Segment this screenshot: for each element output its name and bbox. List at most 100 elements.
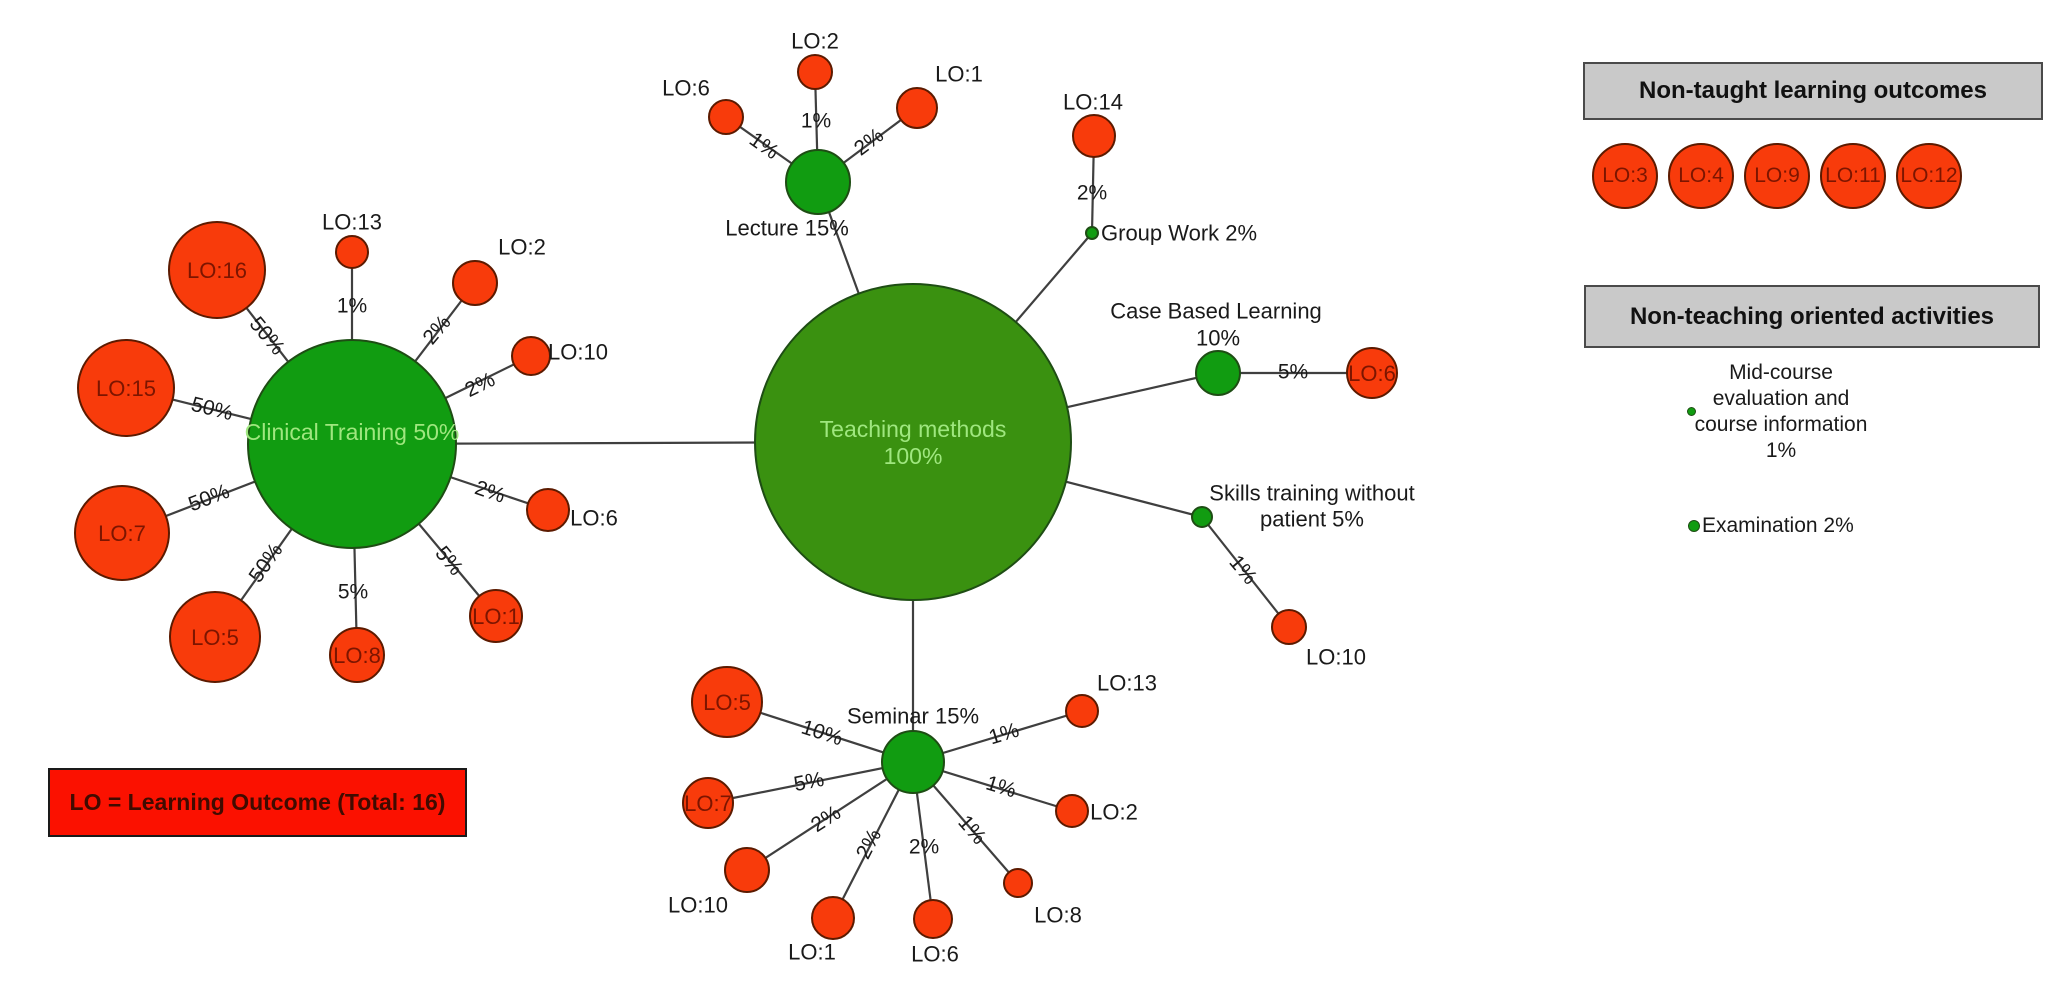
- label-seminar: Seminar 15%: [847, 704, 979, 729]
- non-taught-lo-circle: LO:11: [1820, 143, 1886, 209]
- node-c10: [511, 336, 551, 376]
- node-se10: [724, 847, 770, 893]
- node-clinical: [247, 339, 457, 549]
- examination-label: Examination 2%: [1702, 514, 1854, 537]
- midcourse-dot-icon: [1687, 407, 1696, 416]
- node-se13: [1065, 694, 1099, 728]
- node-label-c16: LO:16: [187, 258, 247, 283]
- node-c15: [77, 339, 175, 437]
- non-teaching-header: Non-teaching oriented activities: [1584, 285, 2040, 348]
- edge-label-seminar-se8: 1%: [953, 811, 990, 849]
- non-taught-lo-circle: LO:12: [1896, 143, 1962, 209]
- node-c7: [74, 485, 170, 581]
- examination-item: Examination 2%: [1688, 514, 1854, 538]
- edge-label-clinical-c16: 50%: [245, 313, 290, 360]
- edge-label-seminar-se1: 2%: [852, 825, 886, 862]
- node-l2: [797, 54, 833, 90]
- node-seminar: [881, 730, 945, 794]
- edge-label-clinical-c6: 2%: [472, 476, 508, 508]
- node-se1: [811, 896, 855, 940]
- edge-seminar-se10: [746, 761, 914, 871]
- label-casebased-2: 10%: [1196, 326, 1240, 351]
- node-label-c1: LO:1: [472, 604, 520, 629]
- label-seminar-lo8: LO:8: [1034, 903, 1082, 928]
- edge-label-seminar-se6: 2%: [909, 836, 939, 859]
- node-label-c5: LO:5: [191, 625, 239, 650]
- edge-label-skills-s10: 1%: [1224, 551, 1261, 589]
- node-label-c7: LO:7: [98, 521, 146, 546]
- node-skills: [1191, 506, 1213, 528]
- node-label-c15: LO:15: [96, 376, 156, 401]
- edge-label-seminar-se2: 1%: [983, 772, 1019, 803]
- edge-label-seminar-se13: 1%: [986, 719, 1022, 750]
- label-seminar-lo1: LO:1: [788, 940, 836, 965]
- node-label-c8: LO:8: [333, 643, 381, 668]
- node-c2: [452, 260, 498, 306]
- label-skills-1: Skills training without: [1209, 481, 1414, 506]
- node-se6: [913, 899, 953, 939]
- non-taught-lo-circle: LO:9: [1744, 143, 1810, 209]
- label-seminar-lo10: LO:10: [668, 893, 728, 918]
- edge-skills-s10: [1201, 516, 1290, 628]
- node-label-se7: LO:7: [684, 791, 732, 816]
- node-groupwork: [1085, 226, 1099, 240]
- label-casebased-1: Case Based Learning: [1110, 299, 1322, 324]
- edge-label-clinical-c15: 50%: [189, 393, 235, 425]
- node-teaching: [754, 283, 1072, 601]
- edge-label-seminar-se5: 10%: [798, 716, 845, 751]
- midcourse-label: Mid-course evaluation and course informa…: [1694, 361, 1868, 462]
- edge-label-groupwork-g14: 2%: [1077, 182, 1107, 205]
- node-c6: [526, 488, 570, 532]
- label-clinical-lo13: LO:13: [322, 210, 382, 235]
- label-clinical-lo2: LO:2: [498, 235, 546, 260]
- node-se2: [1055, 794, 1089, 828]
- label-seminar-lo6: LO:6: [911, 942, 959, 967]
- label-lecture: Lecture 15%: [725, 216, 849, 241]
- edge-label-clinical-c7: 50%: [185, 480, 232, 517]
- label-lo14: LO:14: [1063, 90, 1123, 115]
- node-l1: [896, 87, 938, 129]
- label-skills-2: patient 5%: [1260, 507, 1364, 532]
- non-taught-circles: LO:3 LO:4 LO:9 LO:11 LO:12: [1592, 143, 1962, 209]
- node-c13: [335, 235, 369, 269]
- edge-label-clinical-c8: 5%: [338, 581, 368, 604]
- edge-label-lecture-l2: 1%: [801, 110, 831, 133]
- edge-label-clinical-c5: 50%: [245, 539, 288, 587]
- edge-label-casebased-cb6: 5%: [1278, 361, 1308, 384]
- label-lecture-lo2: LO:2: [791, 29, 839, 54]
- label-skills-lo10: LO:10: [1306, 645, 1366, 670]
- node-label-clinical: Clinical Training 50%: [245, 419, 460, 445]
- node-c8: [329, 627, 385, 683]
- node-casebased: [1195, 350, 1241, 396]
- node-c1: [469, 589, 523, 643]
- node-label-cb6: LO:6: [1348, 361, 1396, 386]
- node-c5: [169, 591, 261, 683]
- edge-seminar-se7: [707, 760, 914, 805]
- edge-label-clinical-c10: 2%: [461, 368, 498, 402]
- label-clinical-lo6: LO:6: [570, 506, 618, 531]
- node-l6: [708, 99, 744, 135]
- node-label-se5: LO:5: [703, 690, 751, 715]
- examination-dot-icon: [1688, 520, 1700, 532]
- label-groupwork: Group Work 2%: [1101, 221, 1257, 246]
- label-lecture-lo1: LO:1: [935, 62, 983, 87]
- edge-label-seminar-se10: 2%: [807, 801, 845, 837]
- non-taught-header: Non-taught learning outcomes: [1583, 62, 2043, 120]
- edge-label-seminar-se7: 5%: [792, 768, 826, 796]
- node-lecture: [785, 149, 851, 215]
- node-label-teaching: Teaching methods 100%: [820, 416, 1007, 469]
- node-se8: [1003, 868, 1033, 898]
- node-g14: [1072, 114, 1116, 158]
- node-c16: [168, 221, 266, 319]
- legend-box: LO = Learning Outcome (Total: 16): [48, 768, 467, 837]
- non-taught-lo-circle: LO:3: [1592, 143, 1658, 209]
- non-taught-lo-circle: LO:4: [1668, 143, 1734, 209]
- node-se7: [682, 777, 734, 829]
- edge-label-clinical-c13: 1%: [337, 295, 367, 318]
- node-se5: [691, 666, 763, 738]
- label-clinical-lo10: LO:10: [548, 340, 608, 365]
- node-s10: [1271, 609, 1307, 645]
- label-seminar-lo2: LO:2: [1090, 800, 1138, 825]
